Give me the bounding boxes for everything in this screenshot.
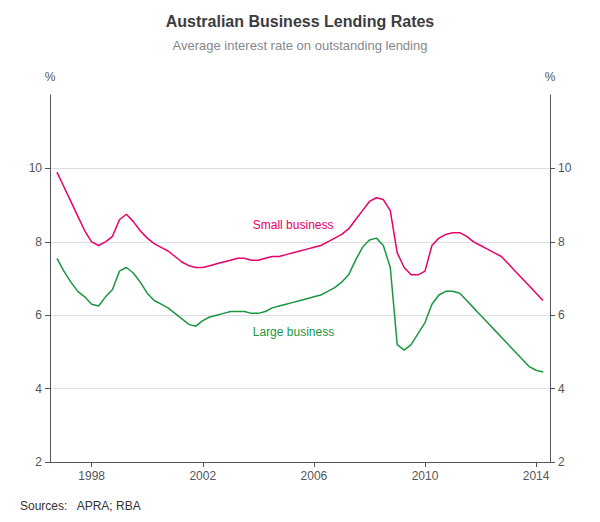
svg-text:6: 6 <box>558 308 565 322</box>
svg-text:10: 10 <box>29 161 43 175</box>
svg-text:2002: 2002 <box>189 469 216 483</box>
svg-text:1998: 1998 <box>78 469 105 483</box>
svg-text:2: 2 <box>558 455 565 469</box>
svg-text:10: 10 <box>558 161 572 175</box>
svg-text:Australian Business Lending Ra: Australian Business Lending Rates <box>166 13 435 30</box>
svg-text:Small business: Small business <box>253 218 334 232</box>
svg-text:Average interest rate on outst: Average interest rate on outstanding len… <box>173 38 428 53</box>
svg-text:6: 6 <box>35 308 42 322</box>
svg-text:4: 4 <box>35 382 42 396</box>
svg-text:2010: 2010 <box>412 469 439 483</box>
svg-text:8: 8 <box>35 235 42 249</box>
svg-text:%: % <box>545 70 556 84</box>
svg-text:8: 8 <box>558 235 565 249</box>
svg-text:Large business: Large business <box>253 325 334 339</box>
svg-text:2: 2 <box>35 455 42 469</box>
svg-text:%: % <box>45 70 56 84</box>
svg-text:2014: 2014 <box>523 469 550 483</box>
svg-text:Sources: APRA; RBA: Sources: APRA; RBA <box>20 499 141 513</box>
svg-text:2006: 2006 <box>301 469 328 483</box>
svg-text:4: 4 <box>558 382 565 396</box>
